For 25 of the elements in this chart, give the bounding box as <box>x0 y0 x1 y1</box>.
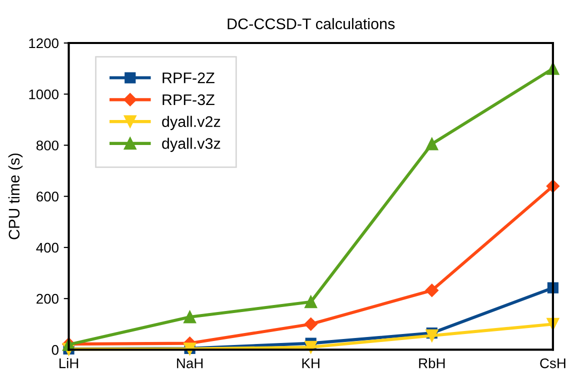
point <box>425 284 438 297</box>
legend-label: RPF-2Z <box>162 72 214 84</box>
point <box>304 296 318 308</box>
point <box>426 138 438 150</box>
x-tick-label: RbH <box>419 358 445 368</box>
point <box>304 340 318 354</box>
x-tick-label: KH <box>302 358 320 368</box>
y-tick-label: 0 <box>52 345 58 355</box>
y-axis-title: CPU time (s) <box>8 154 23 240</box>
y-tick-label: 800 <box>36 140 58 150</box>
y-tick-label: 200 <box>36 294 58 304</box>
x-tick-label: NaH <box>177 358 203 368</box>
x-tick-label: LiH <box>59 358 78 368</box>
chart-title: DC-CCSD-T calculations <box>228 18 395 30</box>
y-tick-label: 400 <box>36 242 58 253</box>
y-tick-label: 1000 <box>29 89 58 100</box>
point <box>426 329 438 342</box>
legend-label: RPF-3Z <box>162 94 214 106</box>
x-tick-label: CsH <box>540 358 566 368</box>
y-tick-label: 1200 <box>29 38 58 48</box>
point <box>184 310 196 324</box>
legend-label: dyall.v3z <box>162 138 220 152</box>
point <box>304 318 318 331</box>
y-tick-label: 600 <box>36 192 58 202</box>
legend-label: dyall.v2z <box>162 116 220 130</box>
